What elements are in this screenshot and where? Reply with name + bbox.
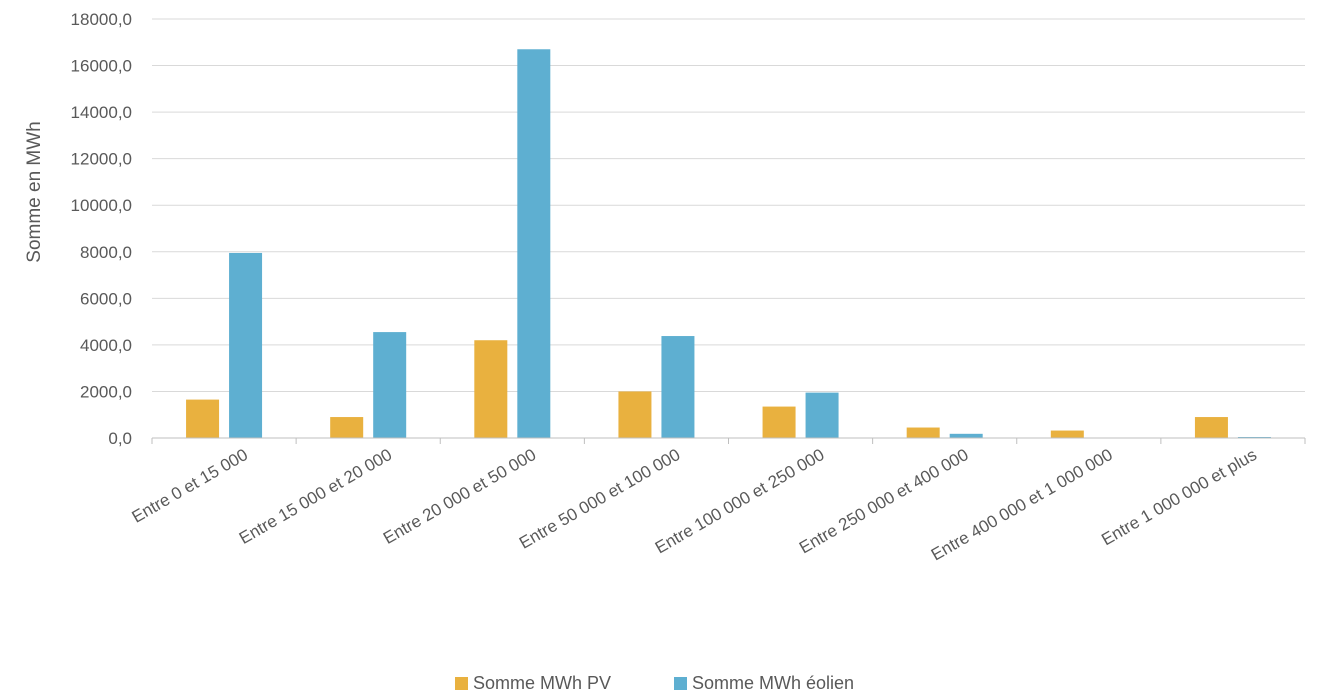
bar-pv <box>906 427 940 438</box>
bar-pv <box>474 340 508 438</box>
y-tick-label: 6000,0 <box>80 289 132 308</box>
y-axis-ticks: 0,0 2000,0 4000,0 6000,0 8000,0 10000,0 12000,… <box>71 10 132 448</box>
y-tick-label: 8000,0 <box>80 243 132 262</box>
legend-label: Somme MWh PV <box>473 673 611 693</box>
legend-label: Somme MWh éolien <box>692 673 854 693</box>
x-category-label: Entre 20 000 et 50 000 <box>380 445 539 548</box>
bar-eolien <box>373 332 407 438</box>
bar-eolien <box>661 336 695 438</box>
legend-swatch <box>455 677 468 690</box>
y-tick-label: 0,0 <box>108 429 132 448</box>
y-axis-title: Somme en MWh <box>24 121 45 262</box>
bar-eolien <box>517 49 551 439</box>
legend-swatch <box>674 677 687 690</box>
x-category-label: Entre 15 000 et 20 000 <box>236 445 395 548</box>
y-tick-label: 16000,0 <box>71 57 132 76</box>
bar-eolien <box>949 433 983 438</box>
x-category-label: Entre 0 et 15 000 <box>129 445 251 527</box>
bar-pv <box>618 391 652 438</box>
bar-pv <box>1050 430 1084 438</box>
y-tick-label: 12000,0 <box>71 150 132 169</box>
bar-pv <box>1194 417 1228 438</box>
bar-pv <box>762 406 796 438</box>
bar-pv <box>186 399 220 438</box>
y-tick-label: 2000,0 <box>80 382 132 401</box>
y-tick-label: 10000,0 <box>71 196 132 215</box>
y-tick-label: 14000,0 <box>71 103 132 122</box>
x-category-label: Entre 1 000 000 et plus <box>1098 445 1260 549</box>
gridlines <box>152 18 1305 392</box>
bar-eolien <box>805 392 839 438</box>
y-tick-label: 4000,0 <box>80 336 132 355</box>
bars <box>186 49 1271 439</box>
legend: Somme MWh PV Somme MWh éolien <box>455 673 854 693</box>
y-tick-label: 18000,0 <box>71 10 132 29</box>
bar-pv <box>330 417 364 438</box>
bar-eolien <box>229 252 263 438</box>
